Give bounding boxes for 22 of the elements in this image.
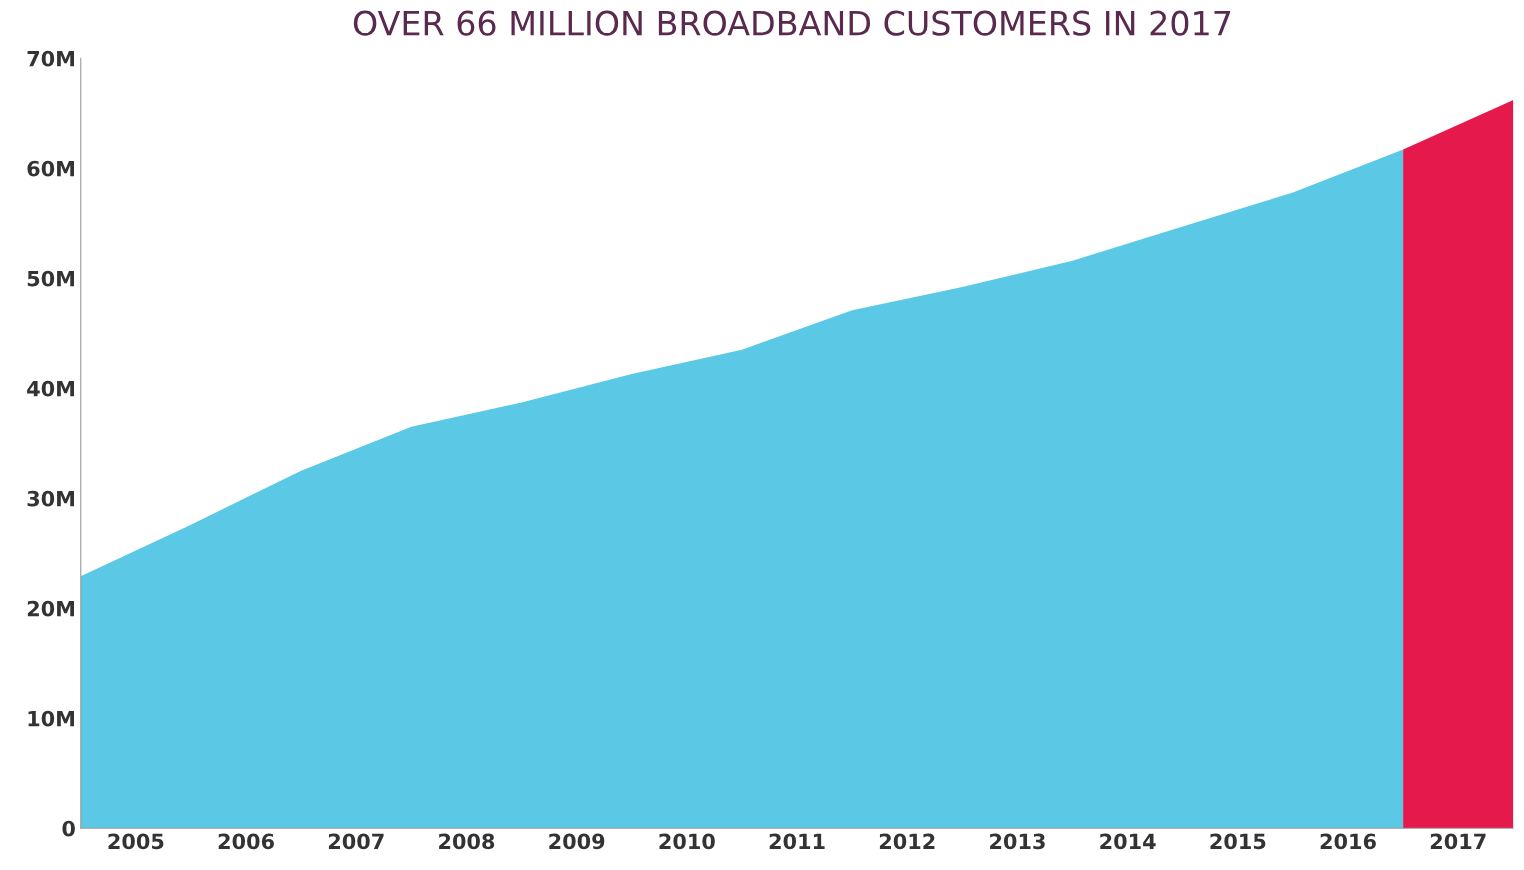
x-tick-label: 2007 [328,833,384,850]
x-tick-label: 2014 [1100,833,1156,850]
x-tick-label: 2011 [769,833,825,850]
x-tick-label: 2016 [1320,833,1376,850]
x-tick-label: 2009 [549,833,605,850]
x-tick-label: 2012 [879,833,935,850]
x-tick-label: 2008 [439,833,495,850]
y-tick-label: 10M [28,710,74,727]
y-tick-label: 60M [27,160,74,177]
y-tick-label: 20M [27,600,74,617]
y-tick-label: 0 [62,820,75,837]
y-tick-label: 70M [27,50,74,67]
y-tick-label: 30M [27,490,74,507]
x-tick-label: 2010 [659,833,715,850]
x-tick-label: 2013 [990,833,1045,850]
x-tick-label: 2005 [108,833,164,850]
y-tick-label: 50M [27,270,74,287]
x-tick-label: 2006 [218,833,274,850]
y-tick-label: 40M [27,380,74,397]
x-tick-label: 2017 [1430,833,1486,850]
x-tick-label: 2015 [1210,833,1266,850]
chart-title: OVER 66 MILLION BROADBAND CUSTOMERS IN 2017 [353,10,1231,36]
